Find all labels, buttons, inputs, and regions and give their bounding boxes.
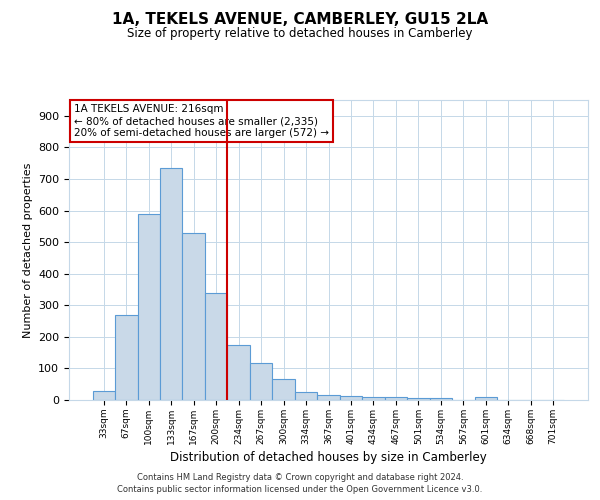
Bar [160, 168, 182, 400]
Bar [317, 396, 340, 400]
Text: Contains HM Land Registry data © Crown copyright and database right 2024.
Contai: Contains HM Land Registry data © Crown c… [118, 473, 482, 494]
Bar [340, 396, 362, 400]
Bar [272, 379, 295, 400]
Bar [295, 392, 317, 400]
Bar [475, 398, 497, 400]
Bar [430, 398, 452, 400]
Y-axis label: Number of detached properties: Number of detached properties [23, 162, 32, 338]
Text: 1A, TEKELS AVENUE, CAMBERLEY, GU15 2LA: 1A, TEKELS AVENUE, CAMBERLEY, GU15 2LA [112, 12, 488, 28]
Bar [92, 392, 115, 400]
Bar [407, 398, 430, 400]
Bar [250, 362, 272, 400]
Text: 1A TEKELS AVENUE: 216sqm
← 80% of detached houses are smaller (2,335)
20% of sem: 1A TEKELS AVENUE: 216sqm ← 80% of detach… [74, 104, 329, 138]
Bar [137, 214, 160, 400]
Bar [362, 397, 385, 400]
Bar [115, 314, 137, 400]
Bar [385, 398, 407, 400]
Bar [205, 292, 227, 400]
Text: Size of property relative to detached houses in Camberley: Size of property relative to detached ho… [127, 28, 473, 40]
Bar [227, 344, 250, 400]
Text: Distribution of detached houses by size in Camberley: Distribution of detached houses by size … [170, 451, 487, 464]
Bar [182, 232, 205, 400]
